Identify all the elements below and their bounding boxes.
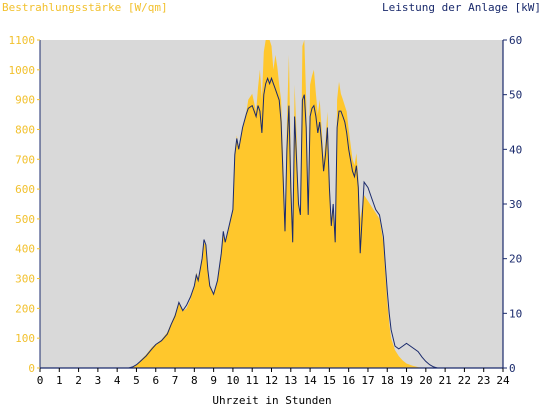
right-tick-label: 10 <box>509 307 522 320</box>
left-tick-label: 1000 <box>9 64 36 77</box>
x-tick-label: 5 <box>133 374 140 387</box>
x-tick-label: 2 <box>75 374 82 387</box>
x-tick-label: 4 <box>114 374 121 387</box>
left-tick-label: 500 <box>15 213 35 226</box>
x-tick-label: 6 <box>152 374 159 387</box>
x-tick-label: 16 <box>342 374 355 387</box>
left-tick-label: 1100 <box>9 34 36 47</box>
x-tick-label: 12 <box>265 374 278 387</box>
left-tick-label: 0 <box>28 362 35 375</box>
x-tick-label: 8 <box>191 374 198 387</box>
x-tick-label: 1 <box>56 374 63 387</box>
x-tick-label: 17 <box>361 374 374 387</box>
left-tick-label: 300 <box>15 273 35 286</box>
x-tick-label: 7 <box>172 374 179 387</box>
left-tick-label: 400 <box>15 243 35 256</box>
left-tick-label: 600 <box>15 183 35 196</box>
left-tick-label: 100 <box>15 332 35 345</box>
x-tick-label: 9 <box>210 374 217 387</box>
power-line <box>40 76 503 369</box>
x-tick-label: 15 <box>323 374 336 387</box>
x-tick-label: 23 <box>477 374 490 387</box>
left-tick-label: 900 <box>15 94 35 107</box>
right-axis-title: Leistung der Anlage [kW] <box>382 1 541 14</box>
irradiance-area <box>40 40 503 368</box>
x-tick-label: 10 <box>226 374 239 387</box>
x-tick-label: 13 <box>284 374 297 387</box>
left-tick-label: 800 <box>15 123 35 136</box>
right-tick-label: 60 <box>509 34 522 47</box>
right-tick-label: 40 <box>509 143 522 156</box>
x-tick-label: 24 <box>496 374 510 387</box>
x-tick-label: 19 <box>400 374 413 387</box>
right-tick-label: 30 <box>509 198 522 211</box>
right-tick-label: 0 <box>509 362 516 375</box>
x-tick-label: 18 <box>381 374 394 387</box>
left-tick-label: 700 <box>15 153 35 166</box>
x-tick-label: 22 <box>458 374 471 387</box>
x-tick-label: 20 <box>419 374 432 387</box>
x-tick-label: 3 <box>95 374 102 387</box>
right-tick-label: 20 <box>509 253 522 266</box>
x-tick-label: 21 <box>439 374 452 387</box>
x-axis-title: Uhrzeit in Stunden <box>212 394 332 407</box>
x-tick-label: 14 <box>303 374 317 387</box>
x-tick-label: 11 <box>246 374 259 387</box>
right-tick-label: 50 <box>509 89 522 102</box>
left-tick-label: 200 <box>15 302 35 315</box>
x-tick-label: 0 <box>37 374 44 387</box>
left-axis-title: Bestrahlungsstärke [W/qm] <box>2 1 168 14</box>
